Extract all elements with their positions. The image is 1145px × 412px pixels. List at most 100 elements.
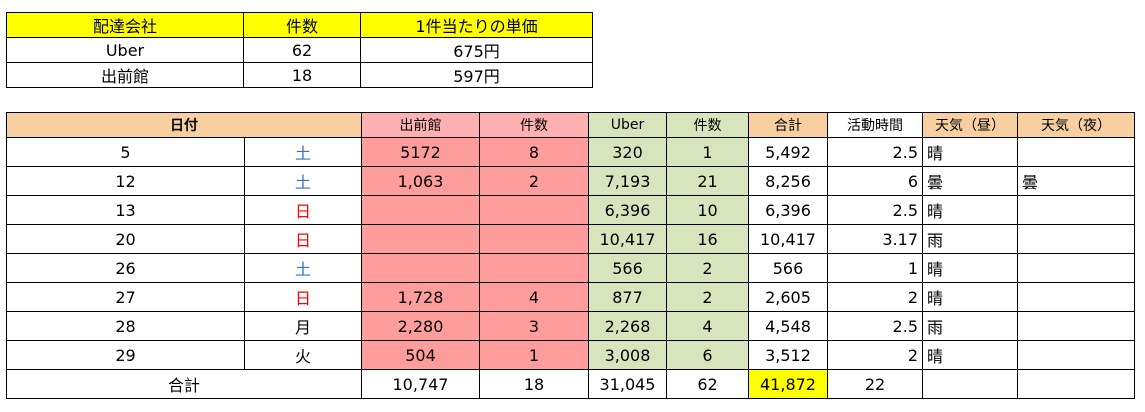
cell-demae-amount[interactable]: 1,728: [361, 282, 480, 312]
cell-hours[interactable]: 2: [827, 282, 923, 312]
cell-demae-amount[interactable]: [361, 253, 480, 283]
cell-demae-amount[interactable]: 5172: [361, 137, 480, 167]
log-header-demae[interactable]: 出前館: [361, 112, 480, 138]
cell-weekday[interactable]: 火: [244, 340, 362, 370]
cell-weekday[interactable]: 日: [244, 282, 362, 312]
cell-uber-amount[interactable]: 2,268: [588, 311, 667, 341]
summary-header-count[interactable]: 件数: [243, 12, 361, 38]
cell-weekday[interactable]: 日: [244, 224, 362, 254]
cell-uber-amount[interactable]: 3,008: [588, 340, 667, 370]
cell-uber-count[interactable]: 6: [666, 340, 749, 370]
totals-demae-count[interactable]: 18: [479, 369, 589, 399]
cell-uber-amount[interactable]: 6,396: [588, 195, 667, 225]
cell-day[interactable]: 27: [6, 282, 245, 312]
summary-cell-count[interactable]: 62: [243, 37, 361, 63]
cell-weather-night[interactable]: [1017, 224, 1135, 254]
cell-weather-day[interactable]: 晴: [922, 253, 1018, 283]
cell-total[interactable]: 3,512: [748, 340, 828, 370]
totals-grand-total[interactable]: 41,872: [748, 369, 828, 399]
cell-demae-count[interactable]: 8: [479, 137, 589, 167]
summary-header-company[interactable]: 配達会社: [6, 12, 244, 38]
cell-total[interactable]: 4,548: [748, 311, 828, 341]
cell-weather-day[interactable]: 雨: [922, 311, 1018, 341]
cell-weather-day[interactable]: 曇: [922, 166, 1018, 196]
cell-demae-amount[interactable]: [361, 195, 480, 225]
cell-day[interactable]: 12: [6, 166, 245, 196]
totals-demae-amount[interactable]: 10,747: [361, 369, 480, 399]
cell-day[interactable]: 28: [6, 311, 245, 341]
cell-weekday[interactable]: 土: [244, 253, 362, 283]
cell-demae-count[interactable]: [479, 195, 589, 225]
cell-uber-count[interactable]: 2: [666, 253, 749, 283]
cell-uber-amount[interactable]: 877: [588, 282, 667, 312]
cell-total[interactable]: 10,417: [748, 224, 828, 254]
summary-cell-unit-price[interactable]: 597円: [360, 62, 593, 88]
summary-cell-unit-price[interactable]: 675円: [360, 37, 593, 63]
cell-weekday[interactable]: 土: [244, 166, 362, 196]
cell-demae-amount[interactable]: 1,063: [361, 166, 480, 196]
cell-uber-count[interactable]: 10: [666, 195, 749, 225]
cell-weather-day[interactable]: 晴: [922, 340, 1018, 370]
cell-hours[interactable]: 2.5: [827, 311, 923, 341]
log-header-weather-night[interactable]: 天気（夜）: [1017, 112, 1135, 138]
summary-cell-count[interactable]: 18: [243, 62, 361, 88]
totals-weather-night-empty[interactable]: [1017, 369, 1135, 399]
cell-day[interactable]: 5: [6, 137, 245, 167]
cell-demae-amount[interactable]: 504: [361, 340, 480, 370]
cell-uber-count[interactable]: 1: [666, 137, 749, 167]
cell-total[interactable]: 8,256: [748, 166, 828, 196]
cell-day[interactable]: 13: [6, 195, 245, 225]
cell-total[interactable]: 566: [748, 253, 828, 283]
cell-weather-night[interactable]: 曇: [1017, 166, 1135, 196]
cell-weather-day[interactable]: 晴: [922, 282, 1018, 312]
cell-uber-amount[interactable]: 7,193: [588, 166, 667, 196]
cell-total[interactable]: 2,605: [748, 282, 828, 312]
log-header-demae-count[interactable]: 件数: [479, 112, 589, 138]
cell-total[interactable]: 6,396: [748, 195, 828, 225]
cell-uber-count[interactable]: 16: [666, 224, 749, 254]
cell-total[interactable]: 5,492: [748, 137, 828, 167]
cell-demae-count[interactable]: 1: [479, 340, 589, 370]
cell-weather-night[interactable]: [1017, 311, 1135, 341]
cell-weather-day[interactable]: 晴: [922, 137, 1018, 167]
cell-weekday[interactable]: 月: [244, 311, 362, 341]
cell-demae-count[interactable]: 3: [479, 311, 589, 341]
cell-day[interactable]: 29: [6, 340, 245, 370]
cell-demae-count[interactable]: 4: [479, 282, 589, 312]
log-header-total[interactable]: 合計: [748, 112, 828, 138]
cell-uber-amount[interactable]: 566: [588, 253, 667, 283]
log-header-uber-count[interactable]: 件数: [666, 112, 749, 138]
cell-weather-night[interactable]: [1017, 137, 1135, 167]
totals-weather-day-empty[interactable]: [922, 369, 1018, 399]
cell-uber-count[interactable]: 2: [666, 282, 749, 312]
cell-hours[interactable]: 2.5: [827, 195, 923, 225]
totals-uber-count[interactable]: 62: [666, 369, 749, 399]
log-header-weather-day[interactable]: 天気（昼）: [922, 112, 1018, 138]
log-header-uber[interactable]: Uber: [588, 112, 667, 138]
cell-demae-amount[interactable]: 2,280: [361, 311, 480, 341]
cell-weather-night[interactable]: [1017, 253, 1135, 283]
log-header-date[interactable]: 日付: [6, 112, 362, 138]
totals-uber-amount[interactable]: 31,045: [588, 369, 667, 399]
cell-uber-amount[interactable]: 320: [588, 137, 667, 167]
cell-demae-count[interactable]: [479, 224, 589, 254]
cell-hours[interactable]: 1: [827, 253, 923, 283]
cell-uber-count[interactable]: 4: [666, 311, 749, 341]
cell-weekday[interactable]: 日: [244, 195, 362, 225]
cell-weather-night[interactable]: [1017, 282, 1135, 312]
summary-cell-company[interactable]: 出前館: [6, 62, 244, 88]
cell-weather-day[interactable]: 晴: [922, 195, 1018, 225]
log-header-hours[interactable]: 活動時間: [827, 112, 923, 138]
cell-uber-count[interactable]: 21: [666, 166, 749, 196]
cell-hours[interactable]: 2.5: [827, 137, 923, 167]
cell-demae-count[interactable]: [479, 253, 589, 283]
cell-day[interactable]: 20: [6, 224, 245, 254]
totals-hours[interactable]: 22: [827, 369, 923, 399]
cell-day[interactable]: 26: [6, 253, 245, 283]
cell-hours[interactable]: 6: [827, 166, 923, 196]
cell-uber-amount[interactable]: 10,417: [588, 224, 667, 254]
totals-label[interactable]: 合計: [6, 369, 362, 399]
cell-demae-count[interactable]: 2: [479, 166, 589, 196]
summary-cell-company[interactable]: Uber: [6, 37, 244, 63]
cell-hours[interactable]: 3.17: [827, 224, 923, 254]
